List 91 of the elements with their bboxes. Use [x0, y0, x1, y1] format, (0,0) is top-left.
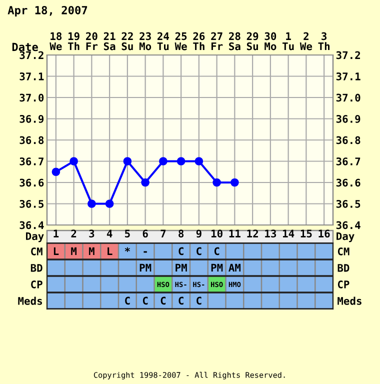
point: [230, 178, 239, 187]
x-tick-label: 15: [300, 230, 312, 238]
y-tick-label: 36.5: [20, 200, 44, 208]
y2-tick-label: 37.1: [336, 72, 360, 80]
x-tick-label: 23 Mo: [139, 32, 152, 50]
text: C: [196, 247, 202, 256]
x-tick-label: 24 Tu: [157, 32, 169, 50]
x-tick-label: 3: [89, 230, 94, 238]
x-tick-label: 11: [229, 230, 240, 238]
x-tick-label: 12: [247, 230, 258, 238]
x-tick-label: 10: [212, 230, 222, 238]
x-axis-title: Date: [12, 42, 38, 52]
text: C: [160, 296, 166, 305]
x-tick-label: 27 Fr: [211, 32, 223, 50]
y-tick-label: 36.8: [20, 136, 44, 144]
y2-tick-label: 36.4: [336, 221, 360, 230]
x-tick-label: 29 Su: [246, 32, 258, 50]
y2-tick-label: CM: [338, 247, 350, 256]
x-tick-label: 8: [178, 230, 184, 238]
point: [70, 157, 78, 166]
y2-tick-label: 36.5: [336, 200, 360, 208]
point: [212, 178, 221, 187]
text: C: [178, 247, 184, 256]
x-tick-label: 9: [196, 230, 202, 238]
x-tick-label: 5: [125, 230, 130, 238]
point: [52, 168, 60, 176]
x-tick-label: 3 Th: [318, 32, 330, 50]
text: M: [71, 247, 77, 255]
x-tick-label: 1 Tu: [282, 32, 294, 50]
y-tick-label: CP: [31, 280, 42, 288]
x-tick-label: 2: [71, 230, 76, 238]
y-tick-label: Meds: [18, 296, 42, 305]
x-tick-label: 20 Fr: [86, 32, 98, 50]
x-tick-label: 18 We: [50, 32, 62, 50]
y2-tick-label: 36.9: [336, 114, 360, 123]
x-tick-label: 13: [265, 230, 276, 238]
point: [141, 178, 150, 187]
point: [123, 157, 132, 166]
text: *: [124, 247, 130, 252]
chart-title: Apr 18, 2007: [8, 6, 88, 17]
y-tick-label: 37.2: [20, 51, 44, 60]
y-tick-label: 36.6: [20, 178, 44, 187]
text: AM: [228, 264, 241, 272]
y2-tick-label: 36.6: [336, 178, 360, 187]
point: [159, 157, 168, 166]
x-tick-label: 21 Sa: [104, 32, 116, 50]
text: L: [54, 247, 59, 255]
y2-tick-label: 37.0: [336, 94, 360, 102]
text: C: [142, 296, 148, 305]
point: [176, 157, 186, 166]
point: [105, 200, 114, 208]
text: -: [144, 251, 147, 253]
x-tick-label: 26 Th: [193, 32, 205, 50]
y2-tick-label: Meds: [338, 296, 362, 305]
text: C: [196, 296, 202, 305]
y-tick-label: 36.7: [20, 157, 44, 166]
y-tick-label: 36.9: [20, 114, 44, 123]
y2-tick-label: 36.7: [336, 157, 360, 166]
point: [88, 200, 96, 208]
y-tick-label: 37.1: [20, 72, 44, 80]
y2-tick-label: 37.2: [336, 51, 360, 60]
y-tick-label: CM: [31, 247, 42, 256]
text: C: [178, 296, 184, 305]
x-tick-label: 22 Su: [122, 32, 133, 50]
x-tick-label: 7: [160, 230, 166, 238]
x-tick-label: 25 We: [174, 32, 187, 50]
y2-tick-label: CP: [338, 280, 350, 288]
point: [194, 157, 204, 166]
y-tick-label: 36.4: [20, 221, 44, 230]
text: M: [88, 247, 94, 255]
text: PM: [176, 264, 187, 272]
x-tick-label: 30 Mo: [264, 32, 276, 50]
text: Day: [336, 232, 354, 242]
x-axis-title: Day: [26, 232, 44, 242]
text: C: [125, 296, 130, 305]
x-tick-label: 16: [318, 230, 330, 238]
x-tick-label: 14: [283, 230, 294, 238]
text: C: [214, 247, 220, 256]
text: L: [108, 247, 112, 255]
y-tick-label: BD: [30, 264, 42, 272]
text: PM: [140, 264, 152, 272]
x-tick-label: 1: [54, 230, 59, 238]
x-tick-label: 2 We: [300, 32, 312, 50]
y2-tick-label: BD: [338, 264, 350, 272]
text: PM: [211, 264, 223, 272]
x-tick-label: 28 Sa: [229, 32, 240, 50]
y-tick-label: 37.0: [20, 94, 44, 102]
x-tick-label: 4: [106, 230, 112, 238]
y2-tick-label: 36.8: [336, 136, 360, 144]
x-tick-label: 19 Th: [68, 32, 80, 50]
x-tick-label: 6: [142, 230, 148, 238]
